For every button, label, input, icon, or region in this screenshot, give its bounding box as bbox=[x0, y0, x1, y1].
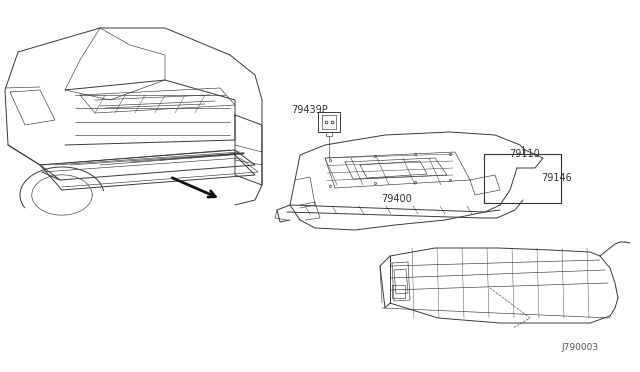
Text: 79110: 79110 bbox=[509, 150, 540, 159]
Text: 79146: 79146 bbox=[541, 173, 572, 183]
Text: J790003: J790003 bbox=[561, 343, 598, 352]
Bar bbox=[484, 154, 561, 203]
Text: 79439P: 79439P bbox=[291, 105, 328, 115]
Text: 79400: 79400 bbox=[381, 194, 412, 204]
